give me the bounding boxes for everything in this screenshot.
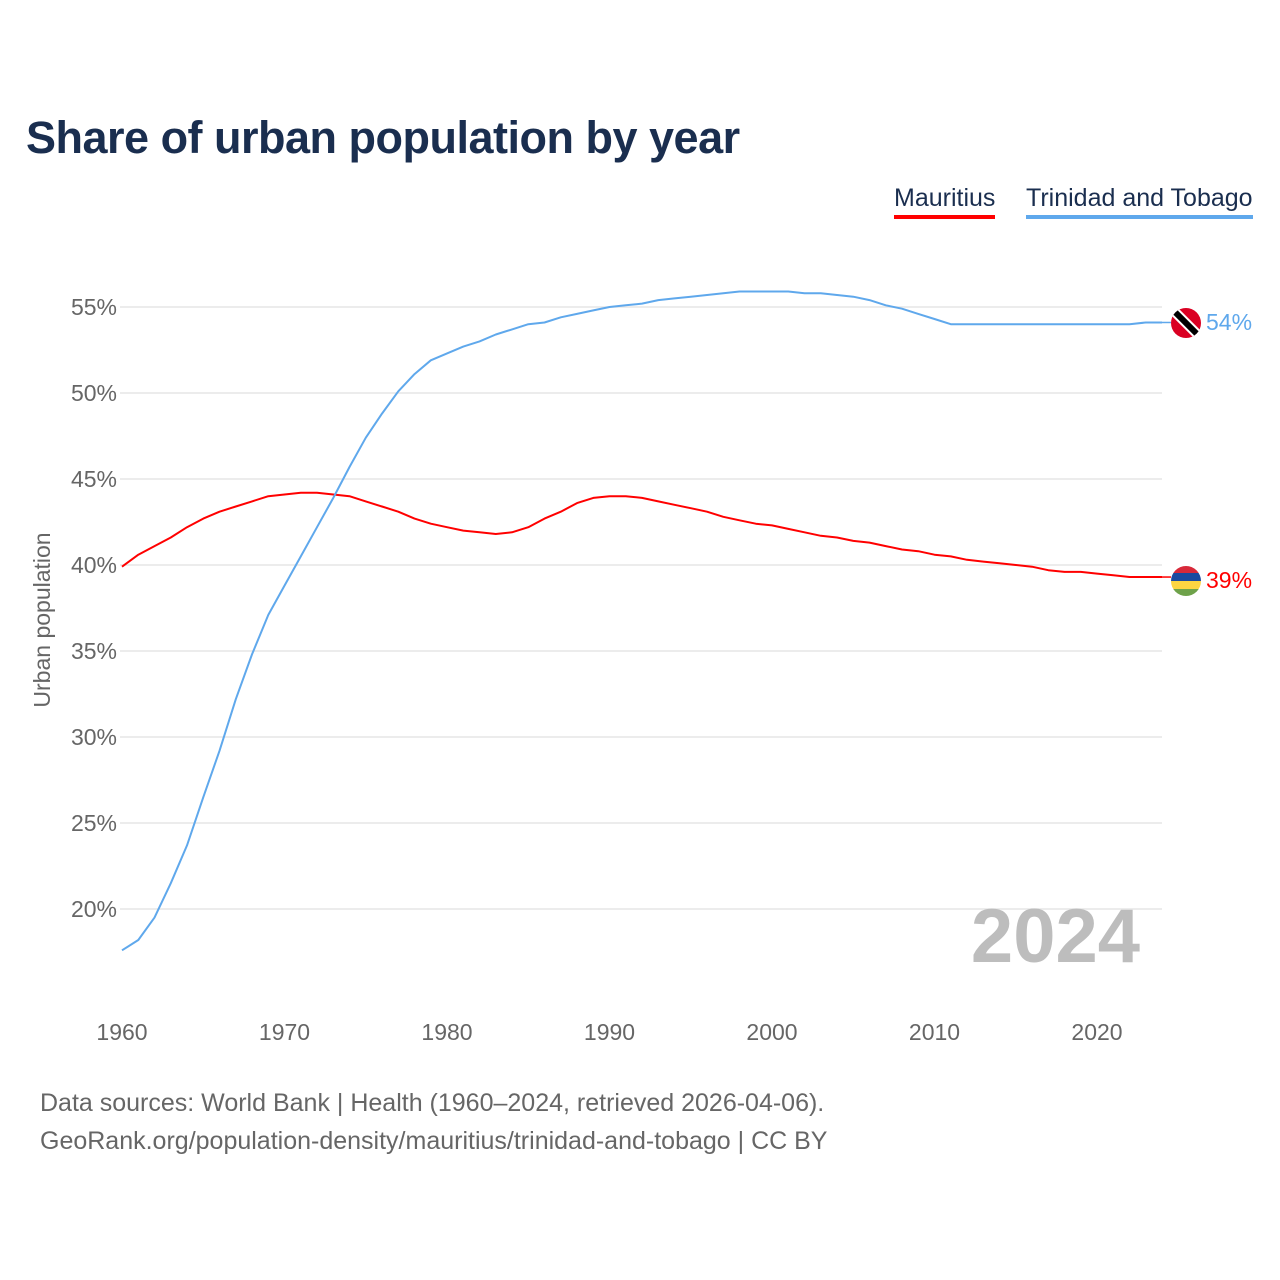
y-tick-label: 35% [71, 638, 117, 664]
x-tick-label: 2000 [746, 1019, 797, 1045]
chart-title: Share of urban population by year [26, 112, 740, 163]
y-tick-label: 55% [71, 294, 117, 320]
footer-link[interactable]: GeoRank.org/population-density/mauritius… [40, 1127, 828, 1155]
y-tick-label: 20% [71, 896, 117, 922]
series-line-mauritius[interactable] [121, 491, 1162, 578]
y-tick-label: 30% [71, 724, 117, 750]
y-tick-label: 25% [71, 810, 117, 836]
y-tick-label: 40% [71, 552, 117, 578]
y-tick-label: 45% [71, 466, 117, 492]
x-tick-label: 1980 [421, 1019, 472, 1045]
mauritius-end-label: 39% [1206, 567, 1252, 593]
legend-trinidad[interactable]: Trinidad and Tobago [1026, 184, 1253, 219]
mauritius-flag-icon [1171, 566, 1201, 596]
x-tick-label: 2020 [1071, 1019, 1122, 1045]
trinidad-flag-icon [1171, 308, 1201, 338]
series-line-trinidad[interactable] [121, 290, 1162, 952]
trinidad-end-label: 54% [1206, 309, 1252, 335]
y-tick-label: 50% [71, 380, 117, 406]
footer-sources: Data sources: World Bank | Health (1960–… [40, 1089, 825, 1117]
legend-mauritius[interactable]: Mauritius [894, 184, 996, 219]
x-tick-label: 1960 [96, 1019, 147, 1045]
y-axis-label: Urban population [29, 532, 55, 707]
year-watermark: 2024 [971, 894, 1140, 979]
x-tick-label: 1970 [259, 1019, 310, 1045]
x-tick-label: 1990 [584, 1019, 635, 1045]
x-tick-label: 2010 [909, 1019, 960, 1045]
